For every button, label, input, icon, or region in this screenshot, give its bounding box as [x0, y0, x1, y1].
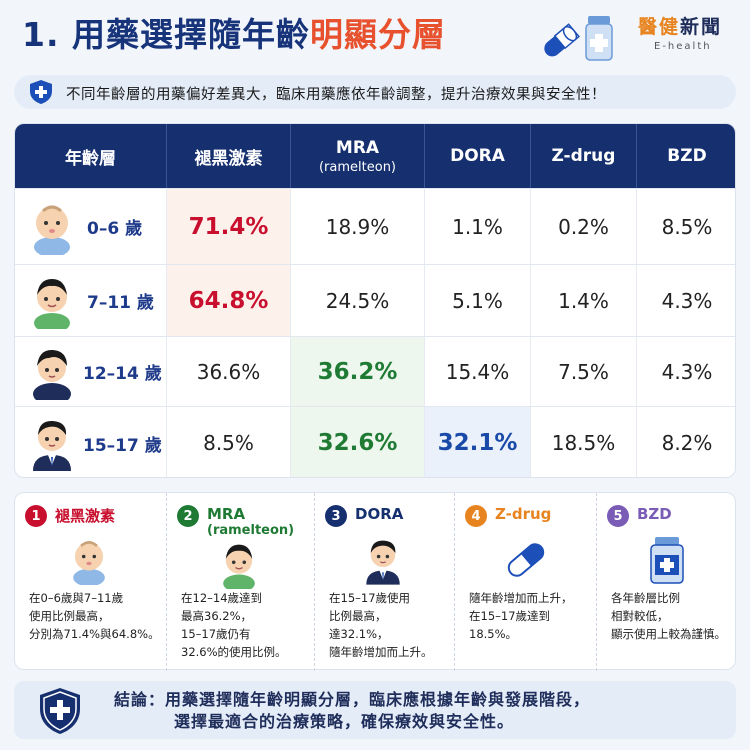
brand-en: E-health [654, 41, 712, 52]
header: 1. 用藥選擇隨年齡明顯分層 醫健新聞 E-health [0, 0, 750, 72]
teen-suit-avatar-icon [366, 540, 400, 585]
pill-bottle-icon [544, 16, 613, 61]
cell-melatonin: 71.4% [167, 189, 291, 264]
cell-mra: 32.6% [291, 407, 425, 477]
table-row: 15–17 歲 8.5% 32.6% 32.1% 18.5% 8.2% [15, 406, 735, 477]
brand-logo: 醫健新聞 E-health [638, 12, 738, 52]
card-number: 5 [607, 505, 629, 527]
card-description: 在12–14歲達到 最高36.2%， 15–17歲仍有 32.6%的使用比例。 [181, 591, 287, 659]
card-number: 1 [25, 505, 47, 527]
cell-zdrug: 18.5% [531, 407, 637, 477]
card-bzd: 5 BZD 各年齡層比例 相對較低， 顯示使用上較為謹慎。 [597, 493, 737, 671]
cell-zdrug: 1.4% [531, 265, 637, 336]
shield-cross-icon [30, 80, 52, 104]
child-avatar-icon [223, 544, 255, 589]
shield-cross-icon [40, 688, 80, 734]
cell-mra: 36.2% [291, 337, 425, 406]
cell-bzd: 4.3% [661, 288, 713, 313]
card-title: DORA [355, 505, 404, 523]
conclusion-text: 結論：用藥選擇隨年齡明顯分層，臨床應根據年齡與發展階段， 選擇最適合的治療策略，… [114, 690, 591, 731]
cell-mra: 24.5% [291, 265, 425, 336]
header-dora: DORA [425, 124, 531, 188]
card-dora: 3 DORA 在15–17歲使用 比例最高， 達32.1%， 隨年齡增加而上升。 [315, 493, 455, 671]
capsule-icon [507, 543, 545, 577]
cell-bzd: 4.3% [661, 359, 713, 384]
medicine-bottle-icon [650, 537, 684, 584]
header-age: 年齡層 [15, 124, 167, 188]
page-title: 1. 用藥選擇隨年齡明顯分層 [22, 8, 446, 56]
usage-table: 年齡層 褪黑激素 MRA (ramelteon) DORA Z-drug BZD … [14, 123, 736, 478]
teen-suit-avatar-icon [33, 420, 71, 471]
subtitle-text: 不同年齡層的用藥偏好差異大，臨床用藥應依年齡調整，提升治療效果與安全性！ [66, 87, 606, 103]
card-description: 隨年齡增加而上升， 在15–17歲達到 18.5%。 [469, 591, 573, 641]
brand-cn-b: 新聞 [680, 16, 723, 38]
cell-melatonin: 36.6% [167, 337, 291, 406]
cell-zdrug: 0.2% [531, 189, 637, 264]
card-number: 3 [325, 505, 347, 527]
card-title: 褪黑激素 [55, 507, 116, 525]
card-zdrug: 4 Z-drug 隨年齡增加而上升， 在15–17歲達到 18.5%。 [455, 493, 597, 671]
card-description: 各年齡層比例 相對較低， 顯示使用上較為謹慎。 [611, 591, 726, 641]
table-row: 7–11 歲 64.8% 24.5% 5.1% 1.4% 4.3% [15, 264, 735, 336]
cell-melatonin: 64.8% [167, 265, 291, 336]
age-cell: 12–14 歲 [15, 337, 167, 406]
cell-dora: 15.4% [425, 337, 531, 406]
card-description: 在15–17歲使用 比例最高， 達32.1%， 隨年齡增加而上升。 [329, 591, 433, 659]
title-highlight: 明顯分層 [310, 15, 446, 54]
title-main: 1. 用藥選擇隨年齡 [22, 15, 310, 54]
card-title: BZD [637, 505, 672, 523]
table-row: 12–14 歲 36.6% 36.2% 15.4% 7.5% 4.3% [15, 336, 735, 406]
card-subtitle: (ramelteon) [207, 523, 295, 538]
card-mra: 2 MRA (ramelteon) 在12–14歲達到 最高36.2%， 15–17… [167, 493, 315, 671]
table-header: 年齡層 褪黑激素 MRA (ramelteon) DORA Z-drug BZD [15, 124, 735, 188]
age-cell: 15–17 歲 [15, 407, 167, 477]
baby-avatar-icon [34, 205, 70, 255]
header-melatonin: 褪黑激素 [167, 124, 291, 188]
cell-dora: 32.1% [425, 407, 531, 477]
table-row: 0–6 歲 71.4% 18.9% 1.1% 0.2% 8.5% [15, 188, 735, 264]
brand-cn-a: 醫健 [638, 16, 681, 38]
cell-dora: 1.1% [425, 189, 531, 264]
card-number: 4 [465, 505, 487, 527]
conclusion-box: 結論：用藥選擇隨年齡明顯分層，臨床應根據年齡與發展階段， 選擇最適合的治療策略，… [14, 681, 736, 739]
age-cell: 7–11 歲 [15, 265, 167, 336]
header-zdrug: Z-drug [531, 124, 637, 188]
child-avatar-icon [34, 279, 70, 329]
cell-mra: 18.9% [291, 189, 425, 264]
card-title: Z-drug [495, 505, 552, 523]
cell-zdrug: 7.5% [531, 337, 637, 406]
age-cell: 0–6 歲 [15, 189, 167, 264]
card-melatonin: 1 褪黑激素 在0–6歲與7–11歲 使用比例最高， 分別為71.4%與64.8%。 [15, 493, 167, 671]
card-title: MRA [207, 505, 246, 523]
drug-summary-cards: 1 褪黑激素 在0–6歲與7–11歲 使用比例最高， 分別為71.4%與64.8%。… [14, 492, 737, 671]
card-number: 2 [177, 505, 199, 527]
header-bzd: BZD [667, 146, 707, 166]
card-description: 在0–6歲與7–11歲 使用比例最高， 分別為71.4%與64.8%。 [29, 591, 160, 641]
cell-dora: 5.1% [425, 265, 531, 336]
baby-avatar-icon [73, 541, 105, 585]
cell-bzd: 8.2% [661, 431, 713, 455]
teen-avatar-icon [33, 349, 71, 400]
header-mra: MRA (ramelteon) [291, 124, 425, 188]
subtitle-bar: 不同年齡層的用藥偏好差異大，臨床用藥應依年齡調整，提升治療效果與安全性！ [14, 75, 736, 109]
cell-melatonin: 8.5% [167, 407, 291, 477]
cell-bzd: 8.5% [661, 214, 713, 239]
